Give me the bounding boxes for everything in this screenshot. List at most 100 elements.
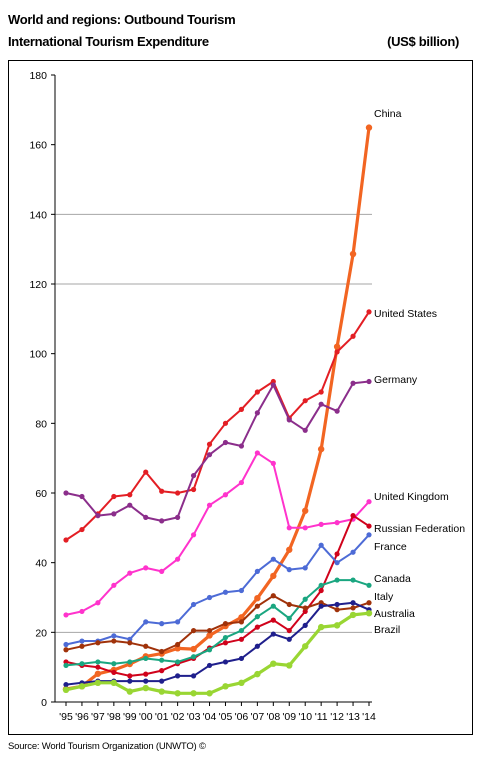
data-point-germany [190,472,197,479]
data-point-france [334,560,340,566]
x-tick-label: '09 [282,711,296,723]
data-point-australia [175,673,181,679]
data-point-brazil [110,679,118,687]
data-point-france [159,621,165,627]
data-point-canada [127,659,133,665]
data-point-brazil [206,690,213,697]
data-point-russian-federation [159,668,165,674]
y-tick-label: 120 [29,279,47,291]
data-point-france [206,594,213,601]
data-point-china [302,507,309,514]
data-point-china [365,124,373,131]
data-point-brazil [174,690,181,697]
series-label-united-states: United States [374,308,437,320]
data-point-italy [334,607,340,613]
data-point-china [270,572,277,580]
series-line-united-kingdom [65,451,370,616]
data-point-australia [318,603,324,609]
data-point-germany [63,490,69,496]
data-point-china [333,343,341,350]
data-point-brazil [270,660,277,667]
data-point-france [175,619,181,625]
data-point-russian-federation [350,513,356,519]
data-point-canada [222,634,229,641]
data-point-united-kingdom [95,600,101,606]
data-point-united-states [159,488,165,494]
data-point-canada [159,657,165,663]
y-tick-label: 40 [35,558,47,570]
data-point-germany [95,513,101,519]
data-point-canada [350,577,356,583]
data-point-canada [366,582,372,588]
data-point-germany [206,452,213,458]
data-point-italy [79,643,85,649]
series-line-france [65,533,370,646]
series-line-united-states [65,310,370,541]
data-point-france [238,587,245,594]
data-point-brazil [317,623,325,631]
data-point-russian-federation [334,551,340,557]
data-point-germany [222,439,229,446]
data-point-france [302,565,308,571]
series-label-germany: Germany [374,374,418,386]
data-point-canada [270,603,276,609]
series-label-australia: Australia [374,608,415,620]
y-tick-label: 60 [35,488,47,500]
data-point-united-states [334,349,340,355]
data-point-brazil [78,683,86,690]
data-point-china [349,250,357,258]
data-point-china [254,594,261,602]
data-point-france [79,638,85,644]
data-point-canada [286,615,292,622]
data-point-united-kingdom [334,520,340,526]
data-point-russian-federation [254,624,260,630]
x-tick-label: '05 [219,711,233,723]
x-tick-label: '99 [123,711,137,723]
x-tick-label: '04 [203,711,217,723]
x-tick-label: '07 [251,711,265,723]
data-point-united-states [143,469,149,475]
series-label-brazil: Brazil [374,624,400,636]
data-point-italy [159,648,165,655]
chart-subtitle: International Tourism Expenditure [8,34,209,49]
data-point-germany [366,378,372,385]
data-point-germany [238,443,245,449]
y-tick-label: 100 [29,349,47,361]
data-point-germany [270,382,276,388]
source-note: Source: World Tourism Organization (UNWT… [8,741,206,752]
data-point-france [143,619,149,625]
data-point-brazil [126,688,133,695]
data-point-australia [350,600,356,606]
data-point-russian-federation [270,617,276,623]
data-point-canada [238,627,245,634]
data-point-germany [111,511,117,517]
data-point-italy [302,605,308,611]
data-point-italy [175,641,181,648]
data-point-australia [143,678,149,684]
data-point-france [63,641,69,648]
data-point-united-kingdom [175,556,181,562]
data-point-france [111,633,117,639]
data-point-germany [334,408,340,414]
chart-frame: 0 20 40 60 80 100 120 140 160 180'95'96'97'98'99 '… [8,60,473,735]
data-point-italy [270,593,276,599]
data-point-canada [206,647,213,653]
data-point-united-kingdom [238,479,245,486]
x-tick-label: '01 [155,711,169,723]
data-point-united-kingdom [222,492,229,498]
data-point-france [254,568,260,574]
y-tick-label: 20 [35,627,47,639]
data-point-united-kingdom [270,460,276,466]
data-point-canada [318,582,324,588]
data-point-united-kingdom [366,499,372,505]
data-point-united-kingdom [143,565,149,571]
data-point-brazil [286,662,293,669]
data-point-china [94,670,102,677]
data-point-australia [286,636,292,642]
data-point-australia [302,622,308,628]
data-point-italy [350,605,356,611]
series-label-united-kingdom: United Kingdom [374,491,449,503]
data-point-france [270,556,276,562]
x-tick-label: '02 [171,711,185,723]
